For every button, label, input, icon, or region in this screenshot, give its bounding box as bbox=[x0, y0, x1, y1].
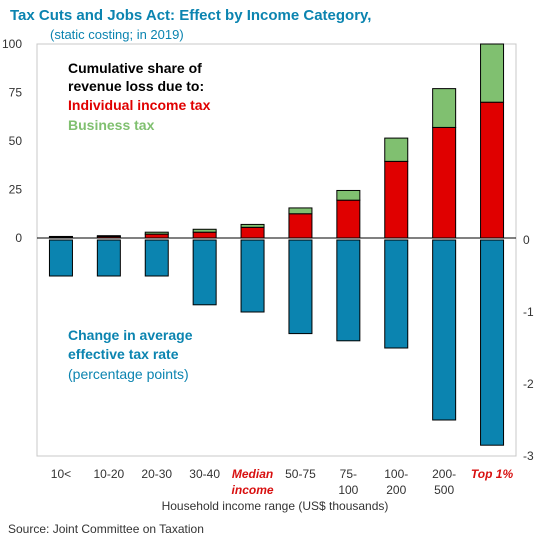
x-category-label: 30-40 bbox=[189, 467, 220, 481]
x-category-label: 50-75 bbox=[285, 467, 316, 481]
individual-tax-bar bbox=[336, 199, 361, 239]
x-category-label: 100 bbox=[338, 483, 358, 497]
rate-title-line-1: Change in average bbox=[68, 327, 193, 343]
individual-tax-bar bbox=[240, 226, 265, 239]
business-tax-bar bbox=[192, 228, 217, 233]
bottom-y-tick-label: -3 bbox=[523, 449, 534, 463]
tax-rate-bar bbox=[192, 239, 217, 306]
bottom-y-tick-label: -1 bbox=[523, 305, 534, 319]
x-axis-label: Household income range (US$ thousands) bbox=[162, 499, 389, 513]
tax-rate-bar bbox=[48, 239, 73, 277]
business-tax-bar bbox=[384, 137, 409, 162]
bottom-y-tick-label: -2 bbox=[523, 377, 534, 391]
tax-rate-bar bbox=[144, 239, 169, 277]
x-category-label: Top 1% bbox=[471, 467, 514, 481]
revenue-loss-bars bbox=[48, 43, 505, 239]
tax-rate-bar bbox=[432, 239, 457, 421]
tax-rate-bar bbox=[336, 239, 361, 342]
x-category-label: 20-30 bbox=[141, 467, 172, 481]
x-category-label: 100- bbox=[384, 467, 408, 481]
individual-tax-bar bbox=[432, 126, 457, 239]
business-tax-bar bbox=[48, 235, 73, 238]
x-category-label: 10< bbox=[51, 467, 71, 481]
business-tax-bar bbox=[240, 223, 265, 228]
individual-tax-bar bbox=[288, 213, 313, 239]
individual-tax-bar bbox=[192, 231, 217, 239]
source-note: Source: Joint Committee on Taxation bbox=[8, 522, 204, 536]
top-y-tick-label: 0 bbox=[15, 231, 22, 245]
x-category-label: Median bbox=[232, 467, 273, 481]
legend-individual: Individual income tax bbox=[68, 97, 211, 113]
individual-tax-bar bbox=[144, 233, 169, 239]
legend-business: Business tax bbox=[68, 117, 155, 133]
x-category-label: 200 bbox=[386, 483, 406, 497]
top-y-tick-label: 50 bbox=[9, 134, 23, 148]
rate-annotation: Change in average effective tax rate (pe… bbox=[68, 327, 193, 382]
rate-title-line-2: effective tax rate bbox=[68, 346, 179, 362]
bottom-axis: 0 -1 -2 -3 bbox=[523, 233, 534, 463]
business-tax-bar bbox=[288, 207, 313, 215]
tax-rate-bar bbox=[480, 239, 505, 446]
legend-title-line-1: Cumulative share of bbox=[68, 60, 202, 76]
legend: Cumulative share of revenue loss due to:… bbox=[68, 60, 211, 133]
plot-frame bbox=[36, 43, 517, 457]
x-category-label: 10-20 bbox=[93, 467, 124, 481]
business-tax-bar bbox=[432, 88, 457, 128]
tax-rate-bar bbox=[288, 239, 313, 335]
individual-tax-bar bbox=[384, 160, 409, 239]
business-tax-bar bbox=[480, 43, 505, 103]
x-category-label: income bbox=[232, 483, 274, 497]
tax-rate-bar bbox=[96, 239, 121, 277]
tax-rate-bar bbox=[384, 239, 409, 349]
top-y-tick-label: 100 bbox=[2, 37, 22, 51]
rate-subtitle: (percentage points) bbox=[68, 366, 189, 382]
x-category-label: 200- bbox=[432, 467, 456, 481]
bottom-y-tick-label: 0 bbox=[523, 233, 530, 247]
business-tax-bar bbox=[96, 235, 121, 238]
legend-title-line-2: revenue loss due to: bbox=[68, 78, 204, 94]
business-tax-bar bbox=[336, 189, 361, 201]
business-tax-bar bbox=[144, 231, 169, 235]
tax-rate-bars bbox=[48, 239, 505, 446]
top-y-tick-label: 25 bbox=[9, 183, 23, 197]
chart-title: Tax Cuts and Jobs Act: Effect by Income … bbox=[10, 7, 371, 24]
individual-tax-bar bbox=[480, 101, 505, 239]
top-y-tick-label: 75 bbox=[9, 86, 23, 100]
x-categories: 10< 10-20 20-30 30-40 Median income 50-75 75- 10… bbox=[51, 467, 514, 497]
x-category-label: 500 bbox=[434, 483, 454, 497]
tax-rate-bar bbox=[240, 239, 265, 313]
chart-subtitle: (static costing; in 2019) bbox=[50, 27, 184, 42]
x-category-label: 75- bbox=[340, 467, 357, 481]
